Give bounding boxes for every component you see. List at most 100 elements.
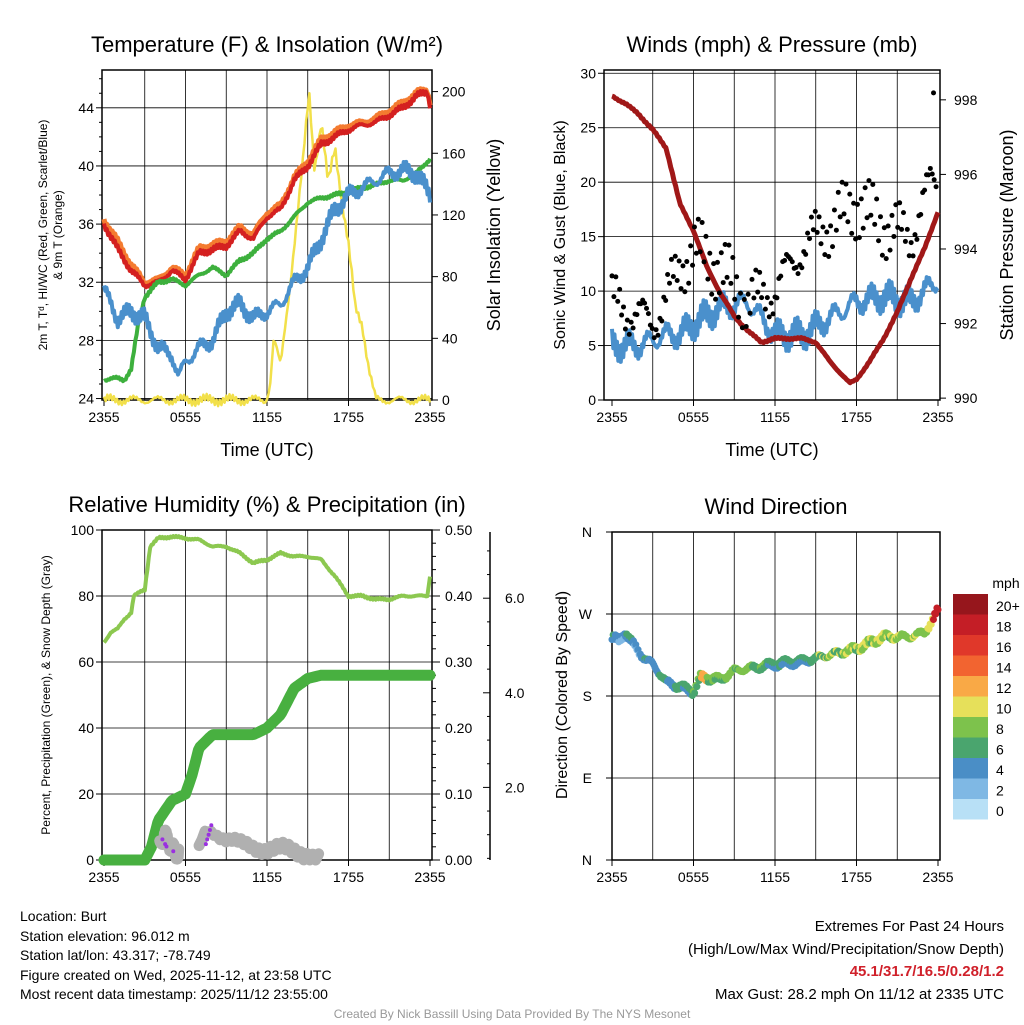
wind-gust-point [630, 325, 636, 331]
temp-y2tick-label: 120 [442, 207, 466, 223]
wind-ytick-label: 0 [588, 392, 596, 408]
wind-gust-point [730, 255, 736, 261]
wind-gust-point [795, 271, 801, 277]
wind-xtick-label: 1155 [760, 409, 790, 425]
wind-gust-point [622, 326, 628, 332]
wind-gust-point [874, 196, 880, 202]
wind-gust-point [895, 224, 901, 230]
legend-swatch [953, 778, 988, 799]
wind-gust-point [933, 184, 939, 190]
legend-swatch [953, 717, 988, 738]
wind-gust-point [866, 178, 872, 184]
wind-gust-point [793, 264, 799, 270]
temp-ylabel-line1: 2m T, Tᵈ, HI/WC (Red, Green, Scarlet/Blu… [36, 120, 50, 351]
wind-gust-point [830, 244, 836, 250]
wind-y2label: Station Pressure (Maroon) [997, 129, 1017, 340]
wind-gust-point [724, 274, 730, 280]
wind-gust-point [839, 179, 845, 185]
wind-gust-point [628, 319, 634, 325]
wind-gust-point [732, 296, 738, 302]
wind-gust-point [914, 236, 920, 242]
temp-xtick-label: 2355 [414, 409, 445, 425]
elevation: Station elevation: 96.012 m [20, 927, 190, 944]
wind-gust-point [899, 226, 905, 232]
temp-ytick-label: 40 [78, 158, 94, 174]
wind-plot-frame [603, 69, 941, 401]
dir-point [929, 615, 937, 623]
wind-gust-point [676, 258, 682, 264]
wind-gust-point [881, 225, 887, 231]
wind-gust-point [751, 295, 757, 301]
wind-gust-point [682, 289, 688, 295]
wind-gust-point [701, 259, 707, 265]
rh-title: Relative Humidity (%) & Precipitation (i… [68, 492, 465, 517]
wind-gust-point [670, 273, 676, 279]
wind-gust-point [713, 296, 719, 302]
wind-gust-point [902, 238, 908, 244]
wind-gust-point [774, 295, 780, 301]
extremes-values: 45.1/31.7/16.5/0.28/1.2 [849, 963, 1004, 980]
wind-gust-point [736, 314, 742, 320]
rh-snowfall-point [160, 837, 165, 842]
wind-gust-point [695, 216, 701, 222]
temp-ytick-label: 44 [78, 100, 94, 116]
wind-ylabel: Sonic Wind & Gust (Blue, Black) [552, 120, 569, 349]
legend-swatch [953, 696, 988, 717]
wind-gust-point [824, 229, 830, 235]
wind-gust-point [624, 317, 630, 323]
wind-gust-point [716, 290, 722, 296]
wind-ytick-label: 25 [580, 120, 596, 136]
wind-gust-point [693, 250, 699, 256]
wind-gust-point [684, 259, 690, 265]
wind-gust-point [778, 273, 784, 279]
rh-snowfall-point [209, 823, 214, 828]
wind-gust-point [619, 312, 625, 318]
wind-series-pressure [611, 93, 941, 386]
wind-gust-point [807, 236, 813, 242]
wind-gust-point [925, 172, 931, 178]
wind-gust-point [747, 310, 753, 316]
legend-label: 10 [996, 701, 1012, 717]
station-info: Location: Burt Station elevation: 96.012… [20, 907, 332, 1005]
dir-ytick-label: N [582, 852, 592, 868]
wind-gust-point [667, 280, 673, 286]
snow-depth-tick-label: 6.0 [505, 590, 525, 606]
wind-gust-point [877, 214, 883, 220]
wind-ytick-label: 10 [580, 283, 596, 299]
wind-gust-point [906, 253, 912, 259]
wind-series-sonic-wind [610, 275, 940, 364]
wind-gust-point [718, 250, 724, 256]
wind-gust-point [876, 238, 882, 244]
legend-title: mph [992, 575, 1019, 591]
wind-ytick-label: 5 [588, 338, 596, 354]
wind-gust-point [805, 230, 811, 236]
wind-gust-point [651, 335, 657, 341]
dir-point [693, 683, 701, 691]
wind-gust-point [707, 250, 713, 256]
rh-y2tick-label: 0.40 [445, 588, 472, 604]
wind-gust-point [843, 181, 849, 187]
figure-created: Figure created on Wed, 2025-11-12, at 23… [20, 966, 332, 983]
lat-lon: Station lat/lon: 43.317; -78.749 [20, 947, 211, 963]
rh-series-relative-humidity [102, 534, 432, 644]
wind-gust-point [826, 253, 832, 259]
wind-gust-point [856, 235, 862, 241]
wind-gust-point [615, 298, 621, 304]
extremes: Extremes For Past 24 Hours (High/Low/Max… [688, 916, 1004, 1006]
legend-swatch [953, 594, 988, 615]
wind-xtick-label: 1755 [841, 409, 872, 425]
wind-gust-point [613, 274, 619, 280]
dir-xtick-label: 2355 [922, 869, 953, 885]
wind-gust-point [831, 207, 837, 213]
legend-label: 0 [996, 803, 1004, 819]
wind-gust-point [770, 311, 776, 317]
wind-gust-point [833, 227, 839, 233]
temp-y2tick-label: 40 [442, 330, 458, 346]
wind-gust-point [745, 291, 751, 297]
legend-label: 6 [996, 742, 1004, 758]
rh-snowfall-point [171, 849, 176, 854]
rh-snowfall-point [164, 844, 169, 849]
temp-series-solar-insolation [102, 91, 432, 408]
wind-gust-point [705, 276, 711, 282]
